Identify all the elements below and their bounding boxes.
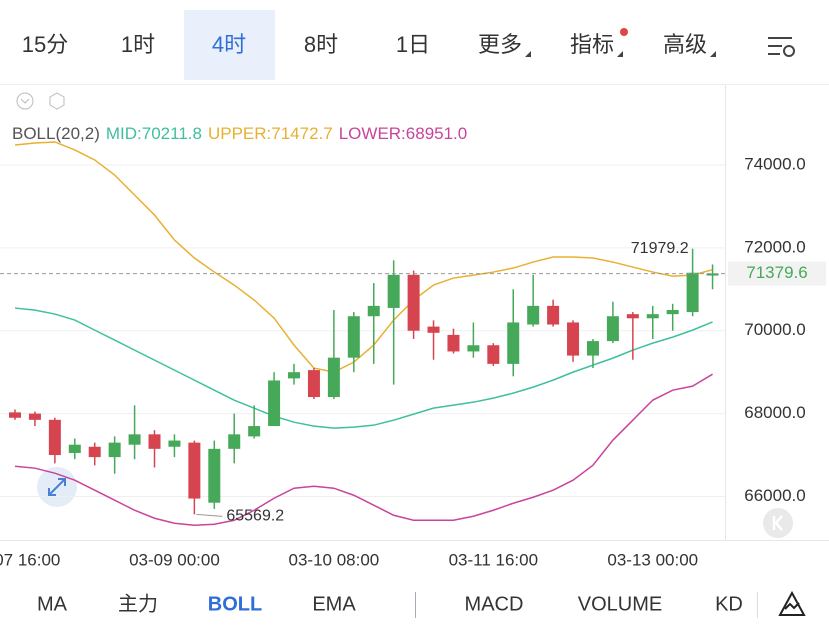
candle-body	[586, 341, 599, 356]
candle-body	[28, 413, 41, 420]
x-tick-label: 03-10 08:00	[289, 550, 380, 569]
tab[interactable]: 指标	[570, 32, 614, 57]
candle-body	[666, 310, 679, 315]
candle-body	[208, 448, 221, 503]
candle-body	[327, 357, 340, 398]
indicator-legend: BOLL(20,2) MID:70211.8 UPPER:71472.7 LOWER:…	[12, 124, 467, 143]
candle-body	[387, 274, 400, 308]
candle-body	[168, 440, 181, 447]
collapse-icon	[20, 98, 30, 104]
tab[interactable]: 更多	[478, 32, 522, 57]
tab[interactable]: 1日	[396, 32, 430, 57]
indicator-tab[interactable]: BOLL	[208, 593, 262, 615]
draw-icon[interactable]	[778, 590, 806, 616]
candle-body	[706, 273, 719, 276]
last-price-label: 71379.6	[746, 263, 807, 282]
candle-body	[9, 412, 21, 418]
candle-body	[606, 316, 619, 342]
y-tick-label: 74000.0	[744, 154, 805, 173]
indicator-tab[interactable]: MA	[37, 593, 68, 615]
y-tick-label: 70000.0	[744, 320, 805, 339]
y-tick-label: 72000.0	[744, 237, 805, 256]
candle-body	[367, 305, 380, 317]
indicator-tab[interactable]: MACD	[465, 593, 524, 615]
x-tick-label: 03-07 16:00	[0, 550, 60, 569]
reset-button[interactable]	[763, 508, 793, 538]
legend-entry: MID:70211.8	[106, 124, 202, 143]
candle-body	[128, 434, 141, 445]
boll-line	[14, 307, 713, 429]
y-tick-label: 68000.0	[744, 403, 805, 422]
expand-icon	[48, 478, 66, 496]
dropdown-arrow	[710, 51, 716, 57]
candle-body	[467, 345, 480, 352]
tab[interactable]: 8时	[304, 32, 338, 57]
candle-body	[547, 305, 560, 325]
dropdown-arrow	[525, 51, 531, 57]
tab-selected-bg	[184, 10, 275, 80]
indicator-tab[interactable]: EMA	[312, 593, 356, 615]
candle-body	[248, 426, 261, 437]
candle-body	[88, 446, 101, 458]
legend-entry: BOLL(20,2)	[12, 124, 100, 143]
candle-body	[407, 274, 420, 331]
boll-line	[14, 141, 713, 373]
indicator-tab[interactable]: VOLUME	[578, 593, 662, 615]
x-tick-label: 03-11 16:00	[449, 550, 538, 569]
tab[interactable]: 1时	[121, 32, 155, 57]
candle-body	[507, 322, 520, 364]
candle-body	[108, 442, 121, 458]
candle-body	[228, 434, 241, 449]
candle-body	[148, 434, 161, 449]
candle-body	[307, 370, 320, 398]
tab[interactable]: 4时	[212, 32, 246, 57]
candle-body	[487, 345, 500, 364]
candle-body	[288, 372, 301, 379]
collapse-icon[interactable]	[16, 92, 34, 110]
candle-body	[626, 314, 639, 319]
candle-body	[268, 380, 281, 427]
legend-entry: LOWER:68951.0	[339, 124, 468, 143]
reset-icon	[772, 515, 783, 531]
plot	[9, 141, 719, 526]
high-annotation: 71979.2	[631, 240, 689, 257]
candle-body	[447, 334, 460, 352]
settings-icon[interactable]	[768, 37, 795, 57]
indicator-tab[interactable]: KD	[715, 593, 743, 615]
boll-line	[14, 373, 713, 526]
legend-entry: UPPER:71472.7	[208, 124, 333, 143]
hex-icon[interactable]	[49, 92, 65, 110]
low-pointer	[196, 513, 223, 517]
candle-body	[188, 442, 201, 499]
last-price-bg	[728, 261, 826, 286]
x-tick-label: 03-13 00:00	[607, 550, 698, 569]
candle-body	[427, 326, 440, 333]
tab[interactable]: 高级	[663, 32, 707, 57]
y-tick-label: 66000.0	[744, 486, 805, 505]
candle-body	[527, 305, 540, 325]
candle-body	[686, 272, 699, 313]
tab[interactable]: 15分	[22, 32, 68, 57]
badge	[620, 28, 628, 36]
indicator-tab[interactable]: 主力	[118, 592, 158, 615]
x-tick-label: 03-09 00:00	[129, 550, 220, 569]
dropdown-arrow	[617, 51, 623, 57]
candle-body	[567, 322, 580, 356]
candle-body	[347, 316, 360, 358]
candle-body	[68, 444, 81, 453]
candle-body	[646, 314, 659, 319]
candle-body	[48, 419, 61, 456]
low-annotation: 65569.2	[226, 508, 284, 525]
